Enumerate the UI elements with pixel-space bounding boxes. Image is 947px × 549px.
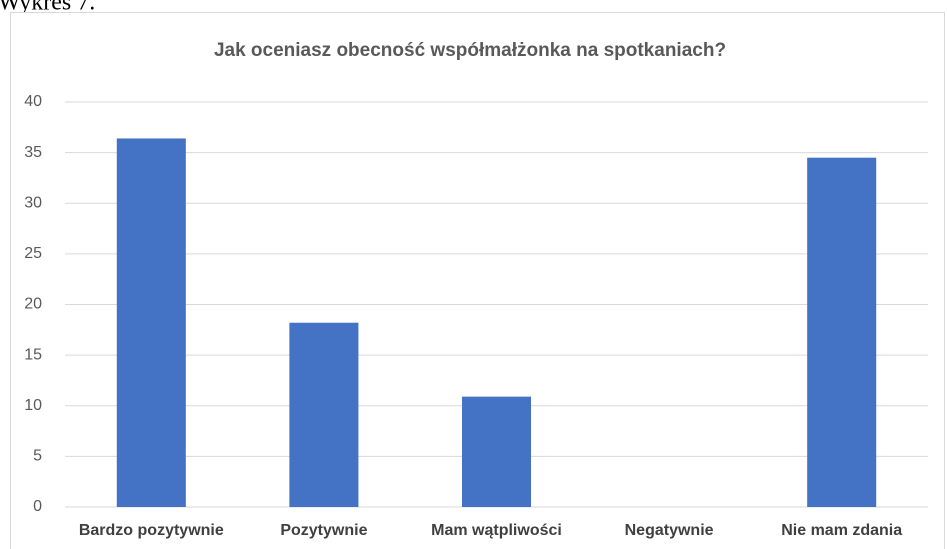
y-tick-label: 15 — [24, 346, 42, 363]
x-tick-label: Pozytywnie — [280, 522, 367, 539]
y-tick-label: 5 — [33, 448, 42, 465]
bar — [116, 138, 186, 507]
x-tick-label: Negatywnie — [625, 522, 714, 539]
y-tick-label: 35 — [24, 144, 42, 161]
y-tick-label: 0 — [33, 498, 42, 515]
y-tick-label: 20 — [24, 296, 42, 313]
y-tick-label: 40 — [24, 93, 42, 110]
chart-title: Jak oceniasz obecność współmałżonka na s… — [214, 40, 726, 61]
bar — [289, 322, 359, 507]
bar — [461, 396, 532, 507]
y-tick-label: 30 — [24, 194, 42, 211]
y-tick-label: 25 — [24, 245, 42, 262]
x-tick-label: Nie mam zdania — [781, 522, 902, 539]
x-tick-label: Mam wątpliwości — [431, 522, 562, 539]
y-tick-label: 10 — [24, 397, 42, 414]
x-tick-label: Bardzo pozytywnie — [79, 522, 224, 539]
bar — [807, 157, 877, 507]
caption: Wykres 7. — [0, 0, 95, 16]
